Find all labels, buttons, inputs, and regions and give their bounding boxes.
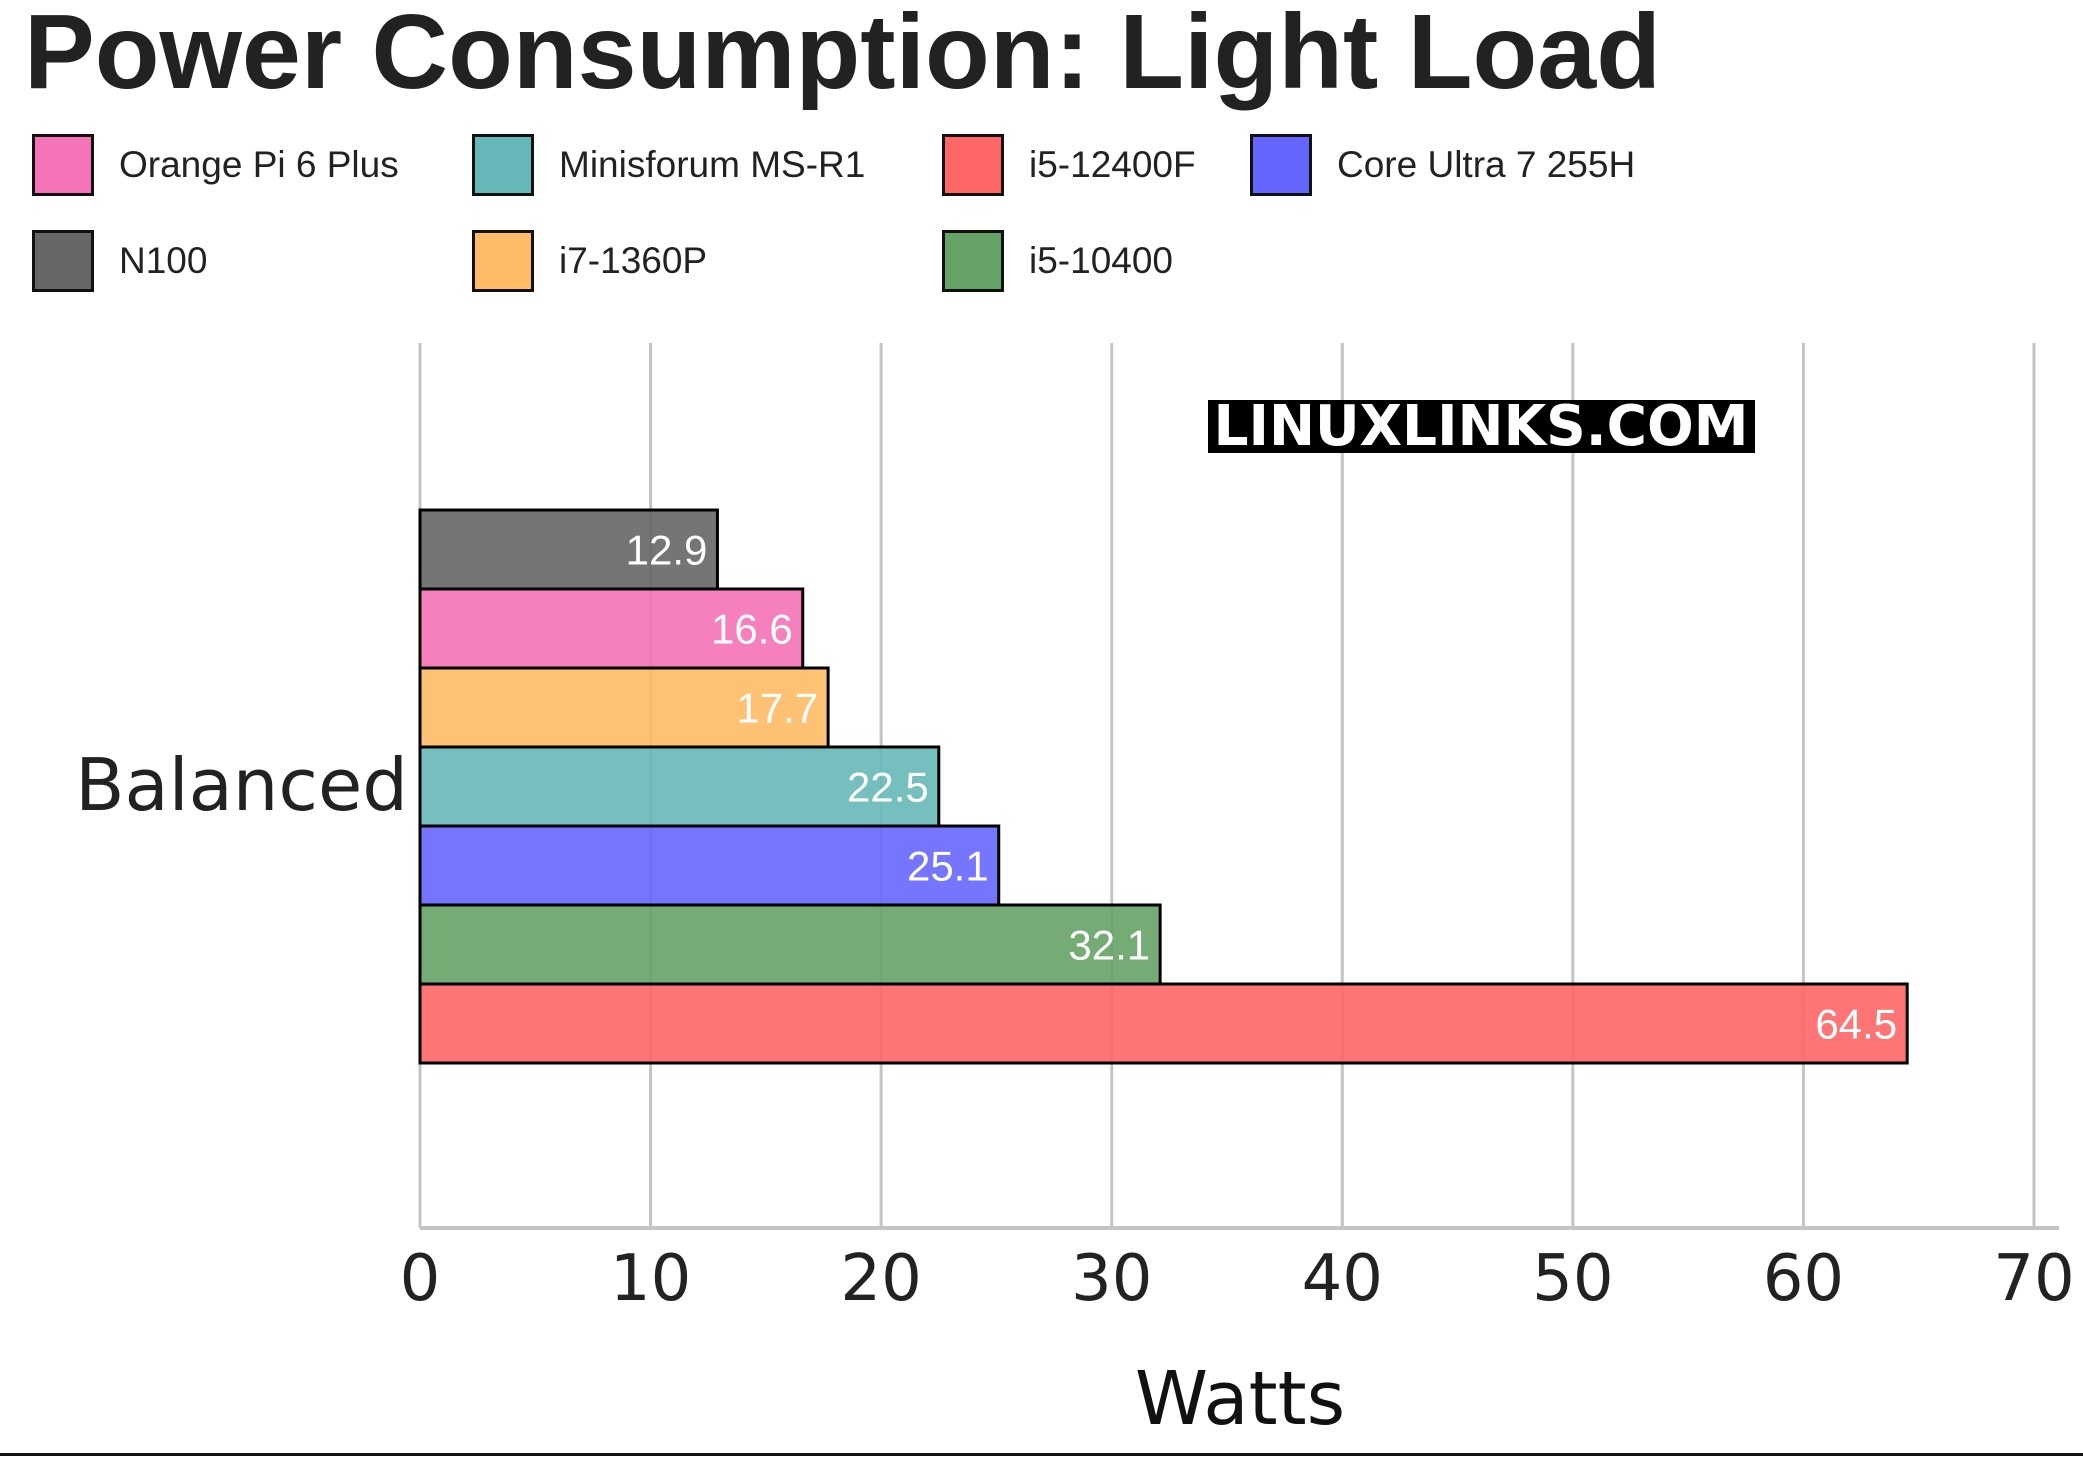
x-tick-label: 10 (610, 1242, 691, 1316)
chart-title: Power Consumption: Light Load (24, 0, 1661, 111)
legend-swatch (32, 230, 94, 292)
legend-item: i5-10400 (942, 230, 1173, 292)
bar-value-label: 17.7 (736, 685, 818, 732)
legend-swatch (942, 230, 1004, 292)
legend-label: N100 (119, 240, 208, 281)
bar (418, 587, 805, 670)
bar-value-label: 25.1 (907, 843, 989, 890)
watermark: LINUXLINKS.COM (1214, 394, 1749, 459)
legend-item: Core Ultra 7 255H (1250, 134, 1635, 196)
legend-swatch (472, 134, 534, 196)
x-tick-label: 60 (1763, 1242, 1844, 1316)
bar-value-label: 16.6 (711, 606, 793, 653)
x-tick-label: 50 (1532, 1242, 1613, 1316)
bar-value-label: 12.9 (626, 527, 708, 574)
legend-item: Minisforum MS-R1 (472, 134, 865, 196)
bar-value-label: 64.5 (1815, 1001, 1897, 1048)
legend-item: N100 (32, 230, 207, 292)
bar (418, 508, 719, 591)
legend-label: i5-10400 (1029, 240, 1174, 281)
legend-swatch (472, 230, 534, 292)
legend-item: i7-1360P (472, 230, 707, 292)
x-tick-label: 40 (1302, 1242, 1383, 1316)
legend-label: i5-12400F (1029, 144, 1196, 185)
bar (418, 824, 1001, 907)
legend-label: Orange Pi 6 Plus (119, 144, 399, 185)
x-tick-label: 20 (840, 1242, 921, 1316)
legend-label: i7-1360P (559, 240, 708, 281)
x-axis-title: Watts (1135, 1356, 1345, 1442)
bar (418, 982, 1909, 1065)
bar-value-label: 32.1 (1068, 922, 1150, 969)
legend-swatch (1250, 134, 1312, 196)
legend-label: Minisforum MS-R1 (559, 144, 866, 185)
y-category-label: Balanced (75, 743, 408, 827)
x-tick-label: 0 (400, 1242, 441, 1316)
bottom-divider (0, 1453, 2083, 1456)
legend-item: Orange Pi 6 Plus (32, 134, 399, 196)
bar-value-label: 22.5 (847, 764, 929, 811)
legend-swatch (942, 134, 1004, 196)
x-tick-label: 70 (1993, 1242, 2074, 1316)
legend-label: Core Ultra 7 255H (1337, 144, 1636, 185)
legend-item: i5-12400F (942, 134, 1196, 196)
bar (418, 903, 1162, 986)
x-tick-label: 30 (1071, 1242, 1152, 1316)
legend-swatch (32, 134, 94, 196)
watermark-box (1208, 400, 1755, 453)
